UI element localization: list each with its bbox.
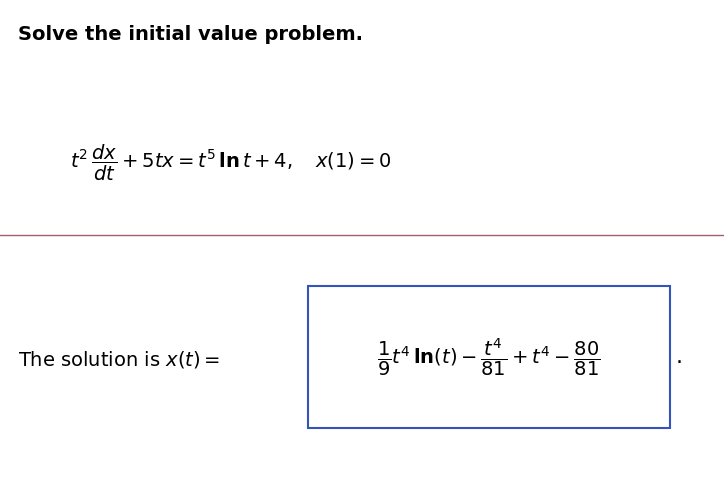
Text: .: .: [676, 347, 683, 367]
Text: $\dfrac{1}{9}t^{4}\,\mathbf{ln}(t) - \dfrac{t^{4}}{81} + t^{4} - \dfrac{80}{81}$: $\dfrac{1}{9}t^{4}\,\mathbf{ln}(t) - \df…: [377, 336, 601, 378]
Text: Solve the initial value problem.: Solve the initial value problem.: [18, 25, 363, 44]
Text: The solution is $x(t) =$: The solution is $x(t) =$: [18, 349, 220, 370]
Text: $t^{2}\,\dfrac{dx}{dt} + 5tx = t^{5}\,\mathbf{ln}\,t + 4,\quad x(1) = 0$: $t^{2}\,\dfrac{dx}{dt} + 5tx = t^{5}\,\m…: [70, 143, 392, 183]
Bar: [308, 286, 670, 428]
